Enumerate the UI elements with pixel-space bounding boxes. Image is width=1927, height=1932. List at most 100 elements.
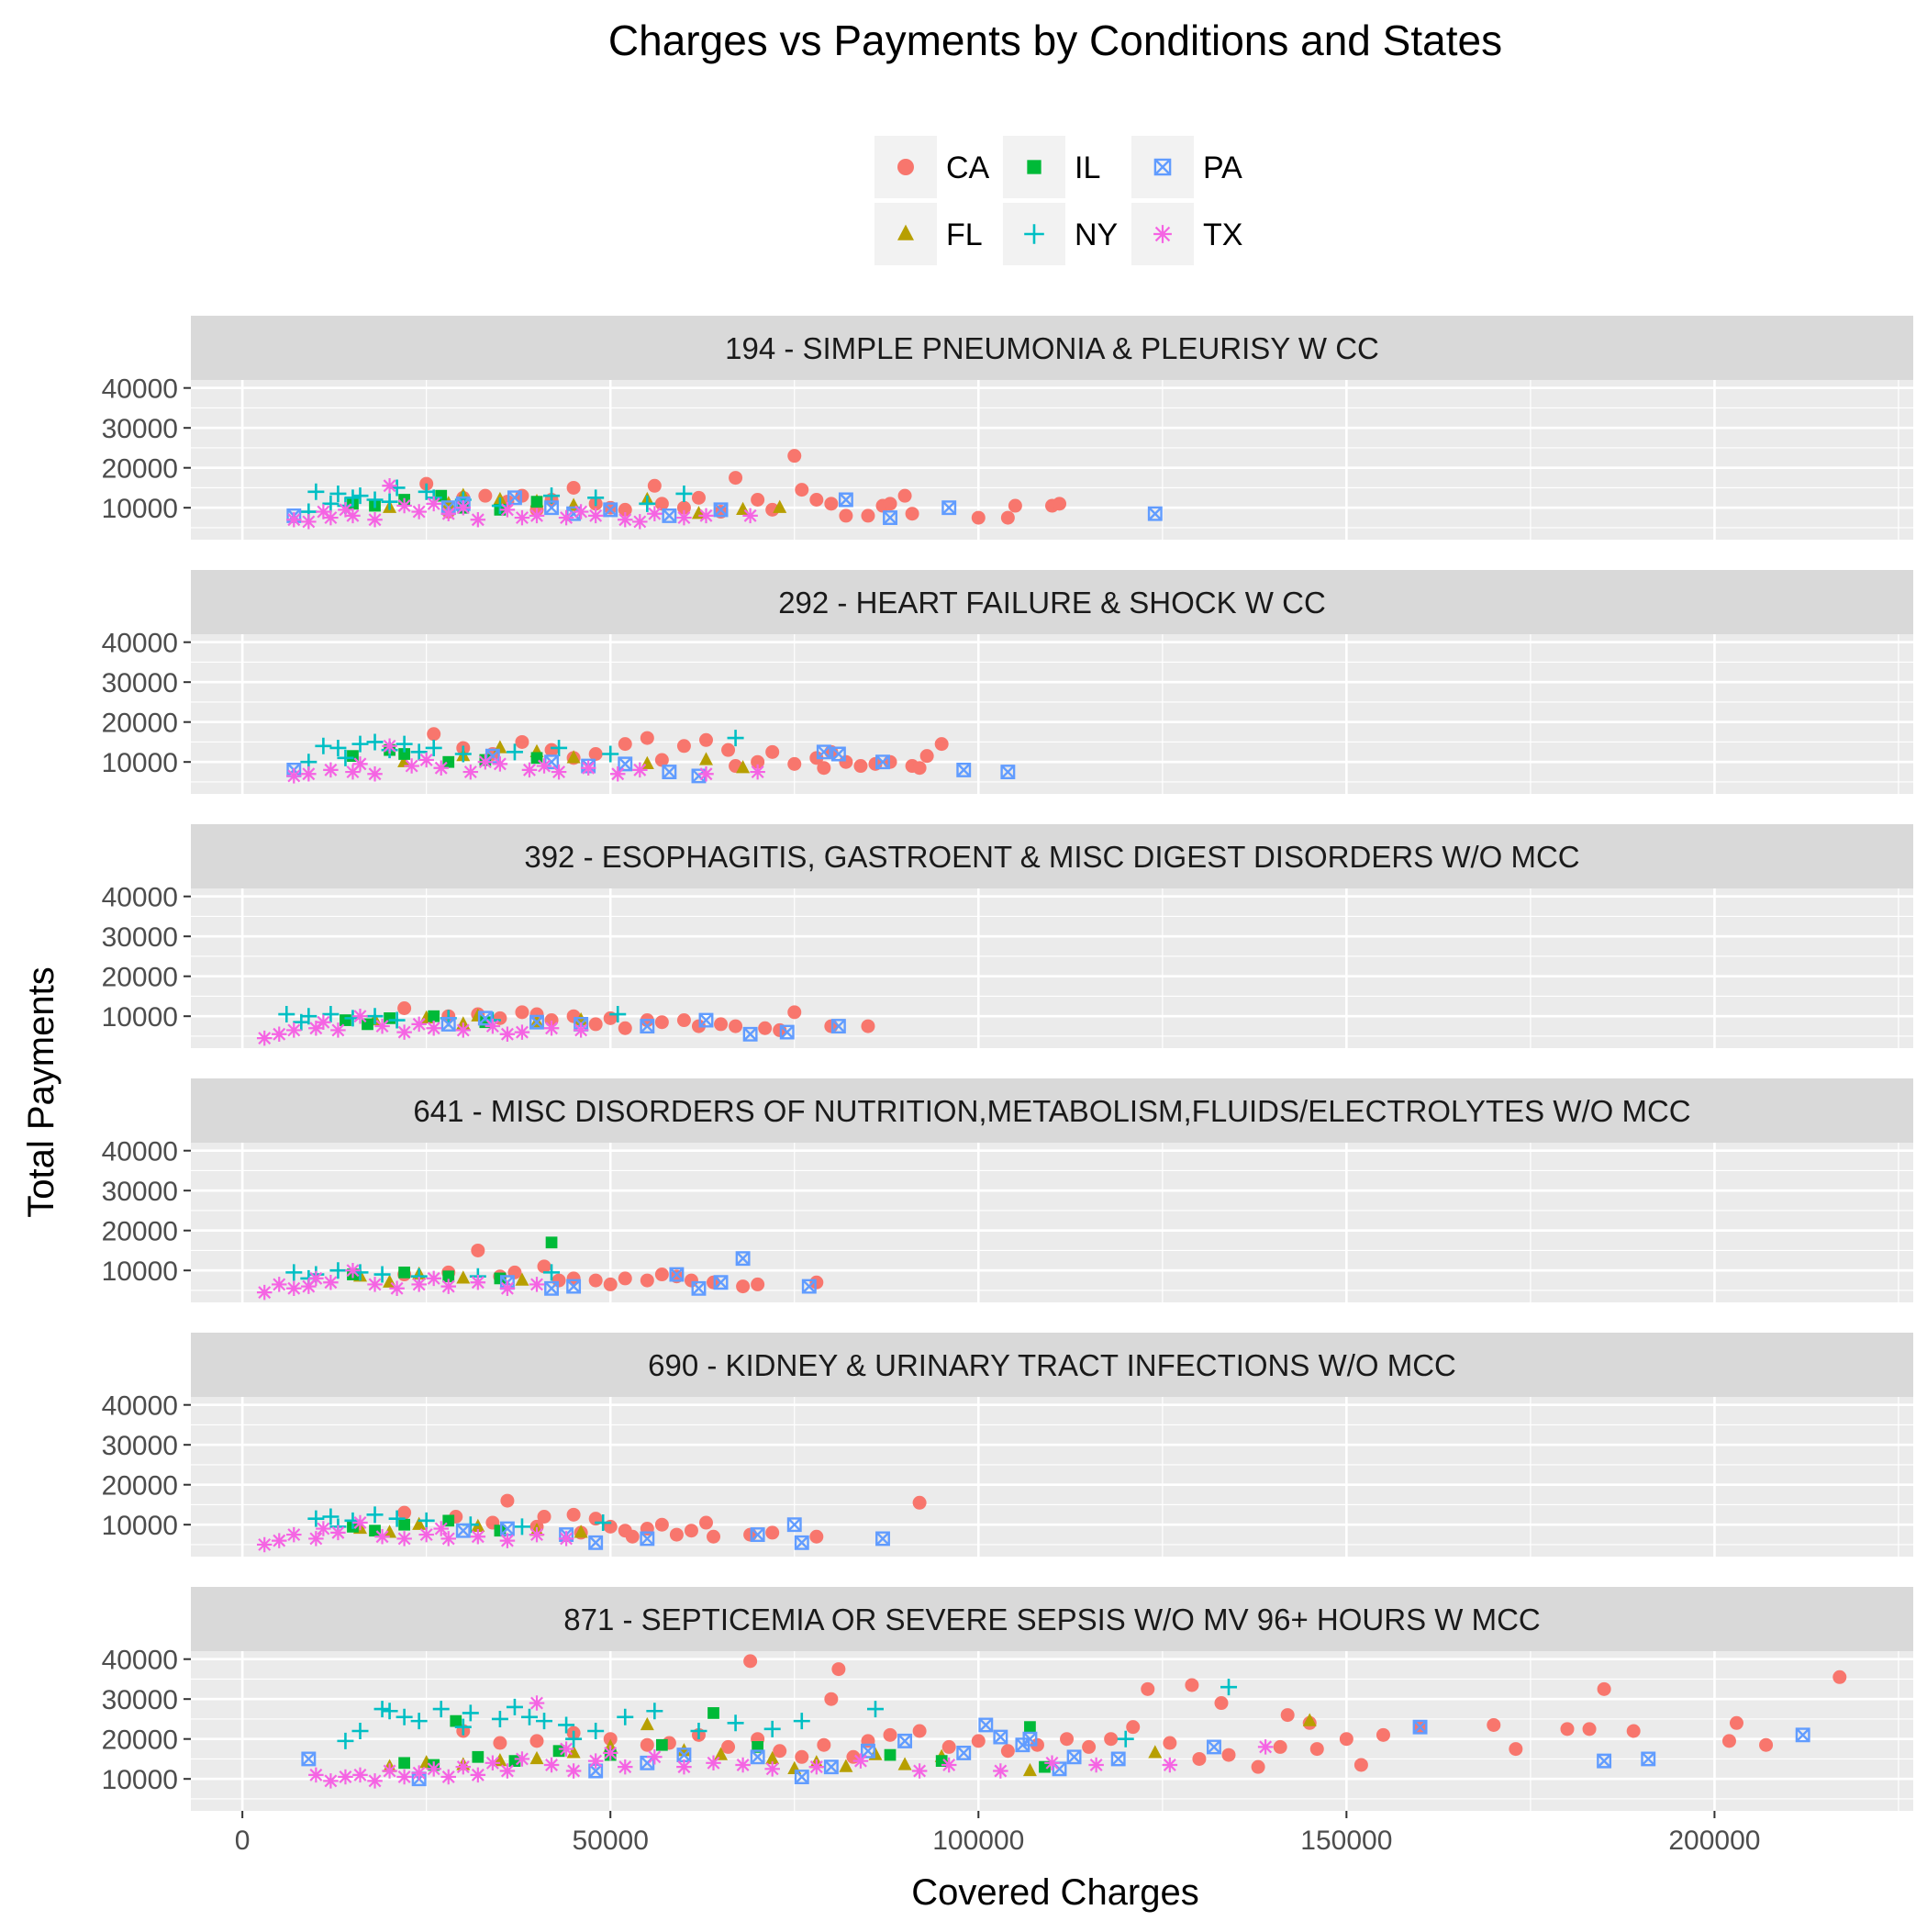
data-point [507,490,522,506]
data-point [397,1001,412,1015]
data-point [1257,1739,1274,1755]
data-point [537,1259,551,1274]
data-point [1339,1732,1353,1747]
data-point [861,1019,875,1033]
facet-panel-5: 690 - KIDNEY & URINARY TRACT INFECTIONS … [102,1333,1913,1557]
data-point [1220,1679,1238,1696]
data-point [307,483,325,500]
data-point [440,1531,456,1547]
data-point [1039,1760,1051,1773]
points [256,1236,824,1301]
data-point [654,497,669,511]
points [286,449,1163,530]
data-point [330,1524,346,1541]
data-point [1141,1681,1155,1696]
data-point [286,512,302,528]
data-point [278,1006,295,1023]
data-point [691,1280,707,1296]
data-point [587,1723,605,1739]
data-point [515,1005,529,1020]
x-tick-label: 100000 [932,1826,1024,1856]
data-point [322,495,340,512]
series-tx [256,1514,574,1553]
data-point [1273,1739,1287,1754]
data-point [455,1022,472,1038]
data-point [787,1005,802,1020]
data-point [1597,1681,1611,1696]
plot-background [191,888,1913,1048]
data-point [373,1266,391,1283]
y-tick-label: 40000 [102,374,178,405]
data-point [773,1744,787,1759]
data-point [609,1006,627,1023]
data-point [329,739,347,756]
data-point [853,759,868,774]
data-point [1207,1739,1221,1755]
data-point [455,1523,471,1538]
data-point [971,510,986,525]
data-point [1251,1759,1265,1774]
data-point [764,1761,780,1777]
x-tick-label: 0 [235,1826,251,1856]
data-point [351,735,369,753]
data-point [707,1529,721,1544]
data-point [934,737,949,752]
data-point [1597,1753,1612,1769]
facet-panel-6: 871 - SEPTICEMIA OR SEVERE SEPSIS W/O MV… [102,1587,1913,1811]
data-point [566,1279,582,1294]
data-point [442,1270,455,1283]
data-point [1008,498,1022,513]
data-point [698,766,714,782]
data-point [1185,1678,1199,1692]
data-point [493,1736,507,1750]
data-point [574,1524,588,1538]
data-point [595,1514,612,1532]
y-tick-label: 20000 [102,709,178,739]
data-point [912,761,927,776]
series-tx [286,478,758,530]
data-point [456,1270,471,1284]
y-tick-label: 20000 [102,1725,178,1756]
data-point [367,1277,383,1292]
data-point [787,756,802,771]
data-point [323,762,339,778]
data-point [286,1022,302,1038]
data-point [492,756,508,772]
data-point [1280,1708,1295,1723]
data-point [573,504,589,519]
data-point [566,1745,581,1759]
data-point [412,1516,427,1530]
data-point [398,1267,410,1279]
data-point [676,509,692,526]
data-point [308,1531,324,1547]
data-point [345,1262,361,1279]
data-point [786,1517,802,1533]
data-point [587,1753,604,1769]
y-tick-label: 30000 [102,1177,178,1207]
data-point [499,1533,516,1548]
data-point [750,764,765,780]
data-point [861,508,875,523]
data-point [1147,506,1163,521]
data-point [1626,1724,1641,1738]
data-point [470,1529,486,1545]
data-point [654,1268,669,1282]
data-point [647,506,663,521]
data-point [875,754,890,770]
data-point [736,760,751,774]
data-point [639,495,656,512]
data-point [676,739,691,754]
data-point [366,1008,384,1025]
data-point [751,493,765,507]
data-point [308,1270,324,1287]
data-point [824,1692,839,1706]
data-point [338,502,353,518]
data-point [625,1529,640,1544]
data-point [971,1734,986,1748]
data-point [470,1767,486,1783]
data-point [839,508,853,523]
data-point [603,502,618,518]
data-point [956,1745,972,1760]
data-point [941,500,957,516]
data-point [433,1521,449,1536]
